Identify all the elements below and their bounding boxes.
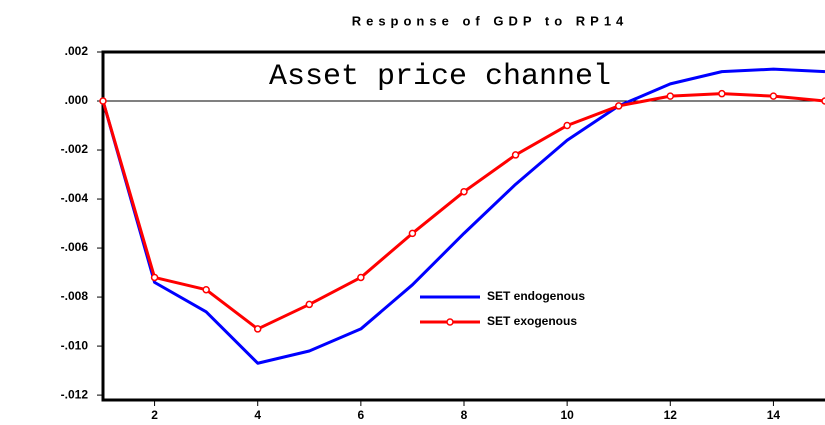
y-tick-label: -.004 xyxy=(61,191,89,205)
x-tick-label: 4 xyxy=(254,408,261,422)
point xyxy=(150,273,159,282)
point xyxy=(821,97,825,105)
y-tick-label: -.012 xyxy=(61,387,89,401)
plot-frame xyxy=(101,50,825,402)
point xyxy=(408,229,417,238)
legend-marker xyxy=(446,318,454,326)
y-tick-label: -.010 xyxy=(61,338,89,352)
y-tick-label: .000 xyxy=(65,93,89,107)
x-tick-label: 8 xyxy=(461,408,468,422)
line-series xyxy=(101,67,825,365)
point xyxy=(202,285,210,294)
line-series xyxy=(101,92,825,331)
point xyxy=(99,97,107,105)
y-tick-label: -.008 xyxy=(61,289,89,303)
point xyxy=(666,92,675,100)
legend-label: SET exogenous xyxy=(487,314,577,328)
x-tick-label: 10 xyxy=(560,408,574,422)
chart-title: Response of GDP to RP14 xyxy=(352,13,629,28)
x-tick-label: 14 xyxy=(767,408,781,422)
point xyxy=(718,89,726,98)
point xyxy=(460,187,468,196)
legend-label: SET endogenous xyxy=(487,289,585,303)
point xyxy=(357,273,365,282)
point xyxy=(769,92,778,100)
point xyxy=(563,121,571,130)
y-tick-label: .002 xyxy=(65,44,89,58)
point xyxy=(305,300,314,309)
x-tick-label: 12 xyxy=(664,408,678,422)
annotation: Asset price channel xyxy=(269,60,611,94)
point xyxy=(511,151,520,159)
y-tick-label: -.006 xyxy=(61,240,89,254)
x-tick-label: 2 xyxy=(151,408,158,422)
y-tick-label: -.002 xyxy=(61,142,89,156)
x-tick-label: 6 xyxy=(358,408,365,422)
point xyxy=(253,325,262,333)
point xyxy=(614,102,623,110)
